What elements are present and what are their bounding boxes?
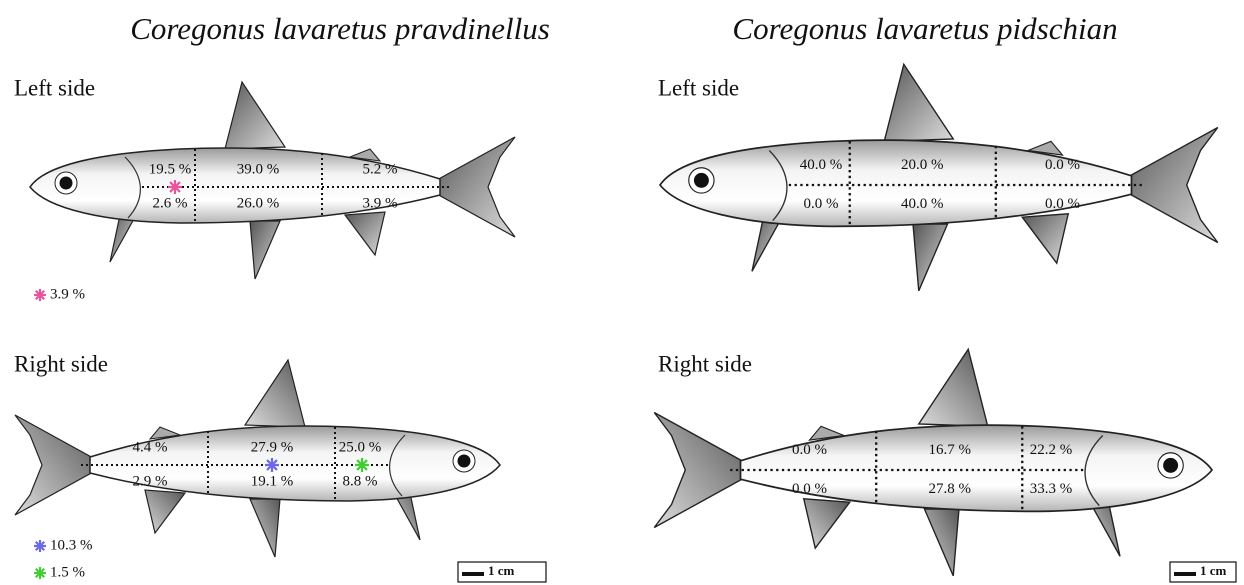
asterisk-stroke xyxy=(34,540,46,552)
asterisk-marker xyxy=(265,458,279,472)
lower-percentage: 0.0 % xyxy=(1045,196,1080,212)
fish-drawing xyxy=(29,81,516,280)
marker-legend: 1.5 % xyxy=(50,564,85,580)
side-label: Right side xyxy=(14,351,108,376)
upper-percentage: 39.0 % xyxy=(237,161,280,177)
upper-percentage: 5.2 % xyxy=(363,161,398,177)
asterisk-stroke xyxy=(34,567,46,579)
asterisk-stroke xyxy=(34,289,46,301)
upper-percentage: 16.7 % xyxy=(929,442,972,458)
asterisk-marker xyxy=(34,567,46,579)
lower-percentage: 27.8 % xyxy=(929,481,972,497)
upper-percentage: 25.0 % xyxy=(339,439,382,455)
lower-percentage: 3.9 % xyxy=(363,195,398,211)
scale-line xyxy=(462,572,484,576)
scale-bar: 1 cm xyxy=(1169,561,1237,583)
lower-percentage: 0.0 % xyxy=(792,481,827,497)
asterisk-stroke xyxy=(266,459,278,471)
upper-percentage: 27.9 % xyxy=(251,439,294,455)
lower-percentage: 40.0 % xyxy=(901,196,944,212)
scale-line xyxy=(1174,572,1196,576)
side-label: Left side xyxy=(658,75,739,100)
scale-bar: 1 cm xyxy=(457,561,547,583)
species-title: Coregonus lavaretus pravdinellus xyxy=(130,11,550,46)
fish-drawing xyxy=(653,348,1214,577)
upper-percentage: 22.2 % xyxy=(1030,442,1073,458)
side-label: Right side xyxy=(658,351,752,376)
asterisk-marker xyxy=(34,289,46,301)
upper-percentage: 20.0 % xyxy=(901,157,944,173)
side-label: Left side xyxy=(14,75,95,100)
scale-label: 1 cm xyxy=(488,563,515,578)
upper-percentage: 0.0 % xyxy=(1045,157,1080,173)
upper-percentage: 0.0 % xyxy=(792,442,827,458)
asterisk-marker xyxy=(168,180,182,194)
asterisk-marker xyxy=(34,540,46,552)
asterisk-marker xyxy=(355,458,369,472)
lower-percentage: 19.1 % xyxy=(251,473,294,489)
lower-percentage: 2.9 % xyxy=(133,473,168,489)
upper-percentage: 40.0 % xyxy=(800,157,843,173)
lower-percentage: 0.0 % xyxy=(804,196,839,212)
lower-percentage: 26.0 % xyxy=(237,195,280,211)
scale-label: 1 cm xyxy=(1200,563,1227,578)
fish-drawing xyxy=(14,359,501,558)
upper-percentage: 19.5 % xyxy=(149,161,192,177)
scale-frame xyxy=(457,561,547,583)
upper-percentage: 4.4 % xyxy=(133,439,168,455)
scale-frame xyxy=(1169,561,1237,583)
asterisk-stroke xyxy=(356,459,368,471)
lower-percentage: 33.3 % xyxy=(1030,481,1073,497)
lower-percentage: 8.8 % xyxy=(343,473,378,489)
species-title: Coregonus lavaretus pidschian xyxy=(732,11,1117,46)
fish-drawing xyxy=(658,63,1219,292)
asterisk-stroke xyxy=(169,181,181,193)
marker-legend: 3.9 % xyxy=(50,286,85,302)
lower-percentage: 2.6 % xyxy=(153,195,188,211)
marker-legend: 10.3 % xyxy=(50,537,93,553)
